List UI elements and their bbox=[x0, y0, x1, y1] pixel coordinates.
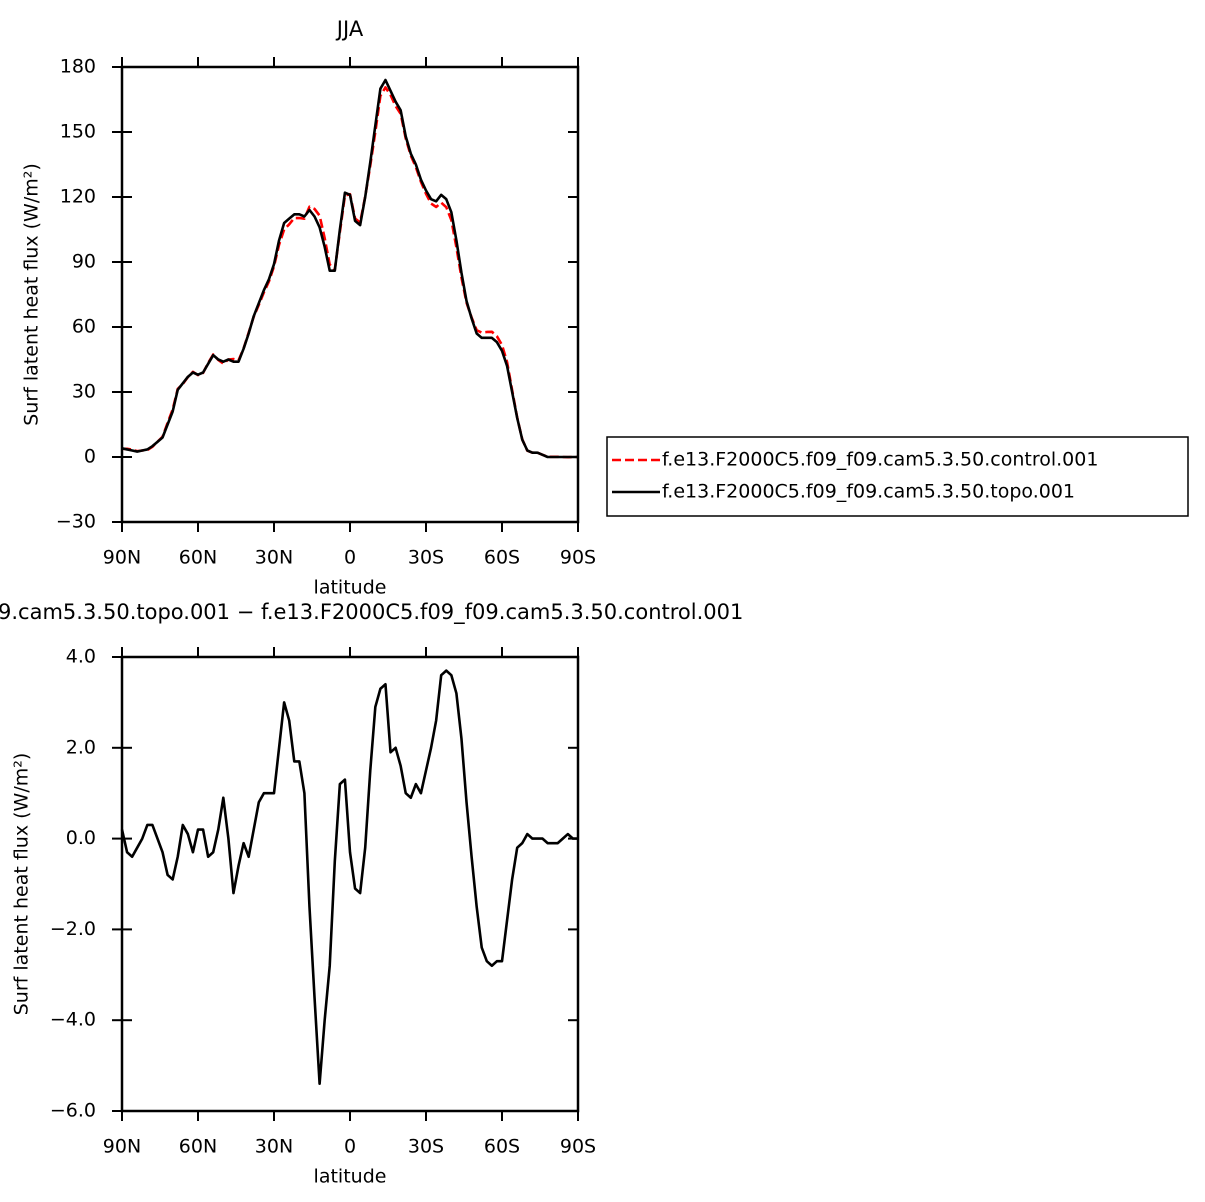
plot-frame bbox=[120, 65, 580, 524]
data-line bbox=[121, 78, 578, 459]
legend-label: f.e13.F2000C5.f09_f09.cam5.3.50.control.… bbox=[662, 449, 1098, 471]
x-tick-label: 90S bbox=[560, 547, 596, 569]
y-tick-label: −30 bbox=[56, 511, 96, 533]
y-tick-label: −4.0 bbox=[50, 1009, 96, 1031]
y-tick-label: 0 bbox=[84, 446, 96, 468]
x-tick-label: 30N bbox=[255, 1136, 293, 1158]
data-line bbox=[122, 86, 578, 459]
y-tick-label: 2.0 bbox=[66, 736, 96, 758]
x-tick-label: 60N bbox=[179, 547, 217, 569]
x-axis-label: latitude bbox=[314, 577, 387, 599]
x-tick-label: 60S bbox=[484, 547, 520, 569]
y-tick-label: 0.0 bbox=[66, 827, 96, 849]
x-tick-label: 0 bbox=[344, 547, 356, 569]
y-tick-label: 90 bbox=[72, 251, 96, 273]
legend-box bbox=[606, 436, 1189, 517]
y-axis-label: Surf latent heat flux (W/m²) bbox=[21, 163, 43, 426]
y-tick-label: 4.0 bbox=[66, 646, 96, 668]
x-tick-label: 0 bbox=[344, 1136, 356, 1158]
y-tick-label: 180 bbox=[60, 56, 96, 78]
y-tick-label: 30 bbox=[72, 381, 96, 403]
x-tick-label: 90N bbox=[103, 1136, 141, 1158]
y-tick-label: −2.0 bbox=[50, 918, 96, 940]
y-tick-label: 150 bbox=[60, 121, 96, 143]
legend-label: f.e13.F2000C5.f09_f09.cam5.3.50.topo.001 bbox=[662, 481, 1075, 503]
x-axis-label: latitude bbox=[314, 1166, 387, 1188]
data-line bbox=[120, 669, 578, 1086]
plot-frame bbox=[120, 655, 580, 1113]
x-tick-label: 30S bbox=[408, 547, 444, 569]
x-tick-label: 90S bbox=[560, 1136, 596, 1158]
x-tick-label: 90N bbox=[103, 547, 141, 569]
y-axis-label: Surf latent heat flux (W/m²) bbox=[11, 753, 33, 1016]
y-tick-label: 60 bbox=[72, 316, 96, 338]
x-tick-label: 60S bbox=[484, 1136, 520, 1158]
x-tick-label: 30N bbox=[255, 547, 293, 569]
chart-title: JJA bbox=[335, 17, 364, 41]
chart-title: 9.cam5.3.50.topo.001 − f.e13.F2000C5.f09… bbox=[0, 600, 743, 625]
x-tick-label: 60N bbox=[179, 1136, 217, 1158]
y-tick-label: 120 bbox=[60, 186, 96, 208]
y-tick-label: −6.0 bbox=[50, 1100, 96, 1122]
x-tick-label: 30S bbox=[408, 1136, 444, 1158]
